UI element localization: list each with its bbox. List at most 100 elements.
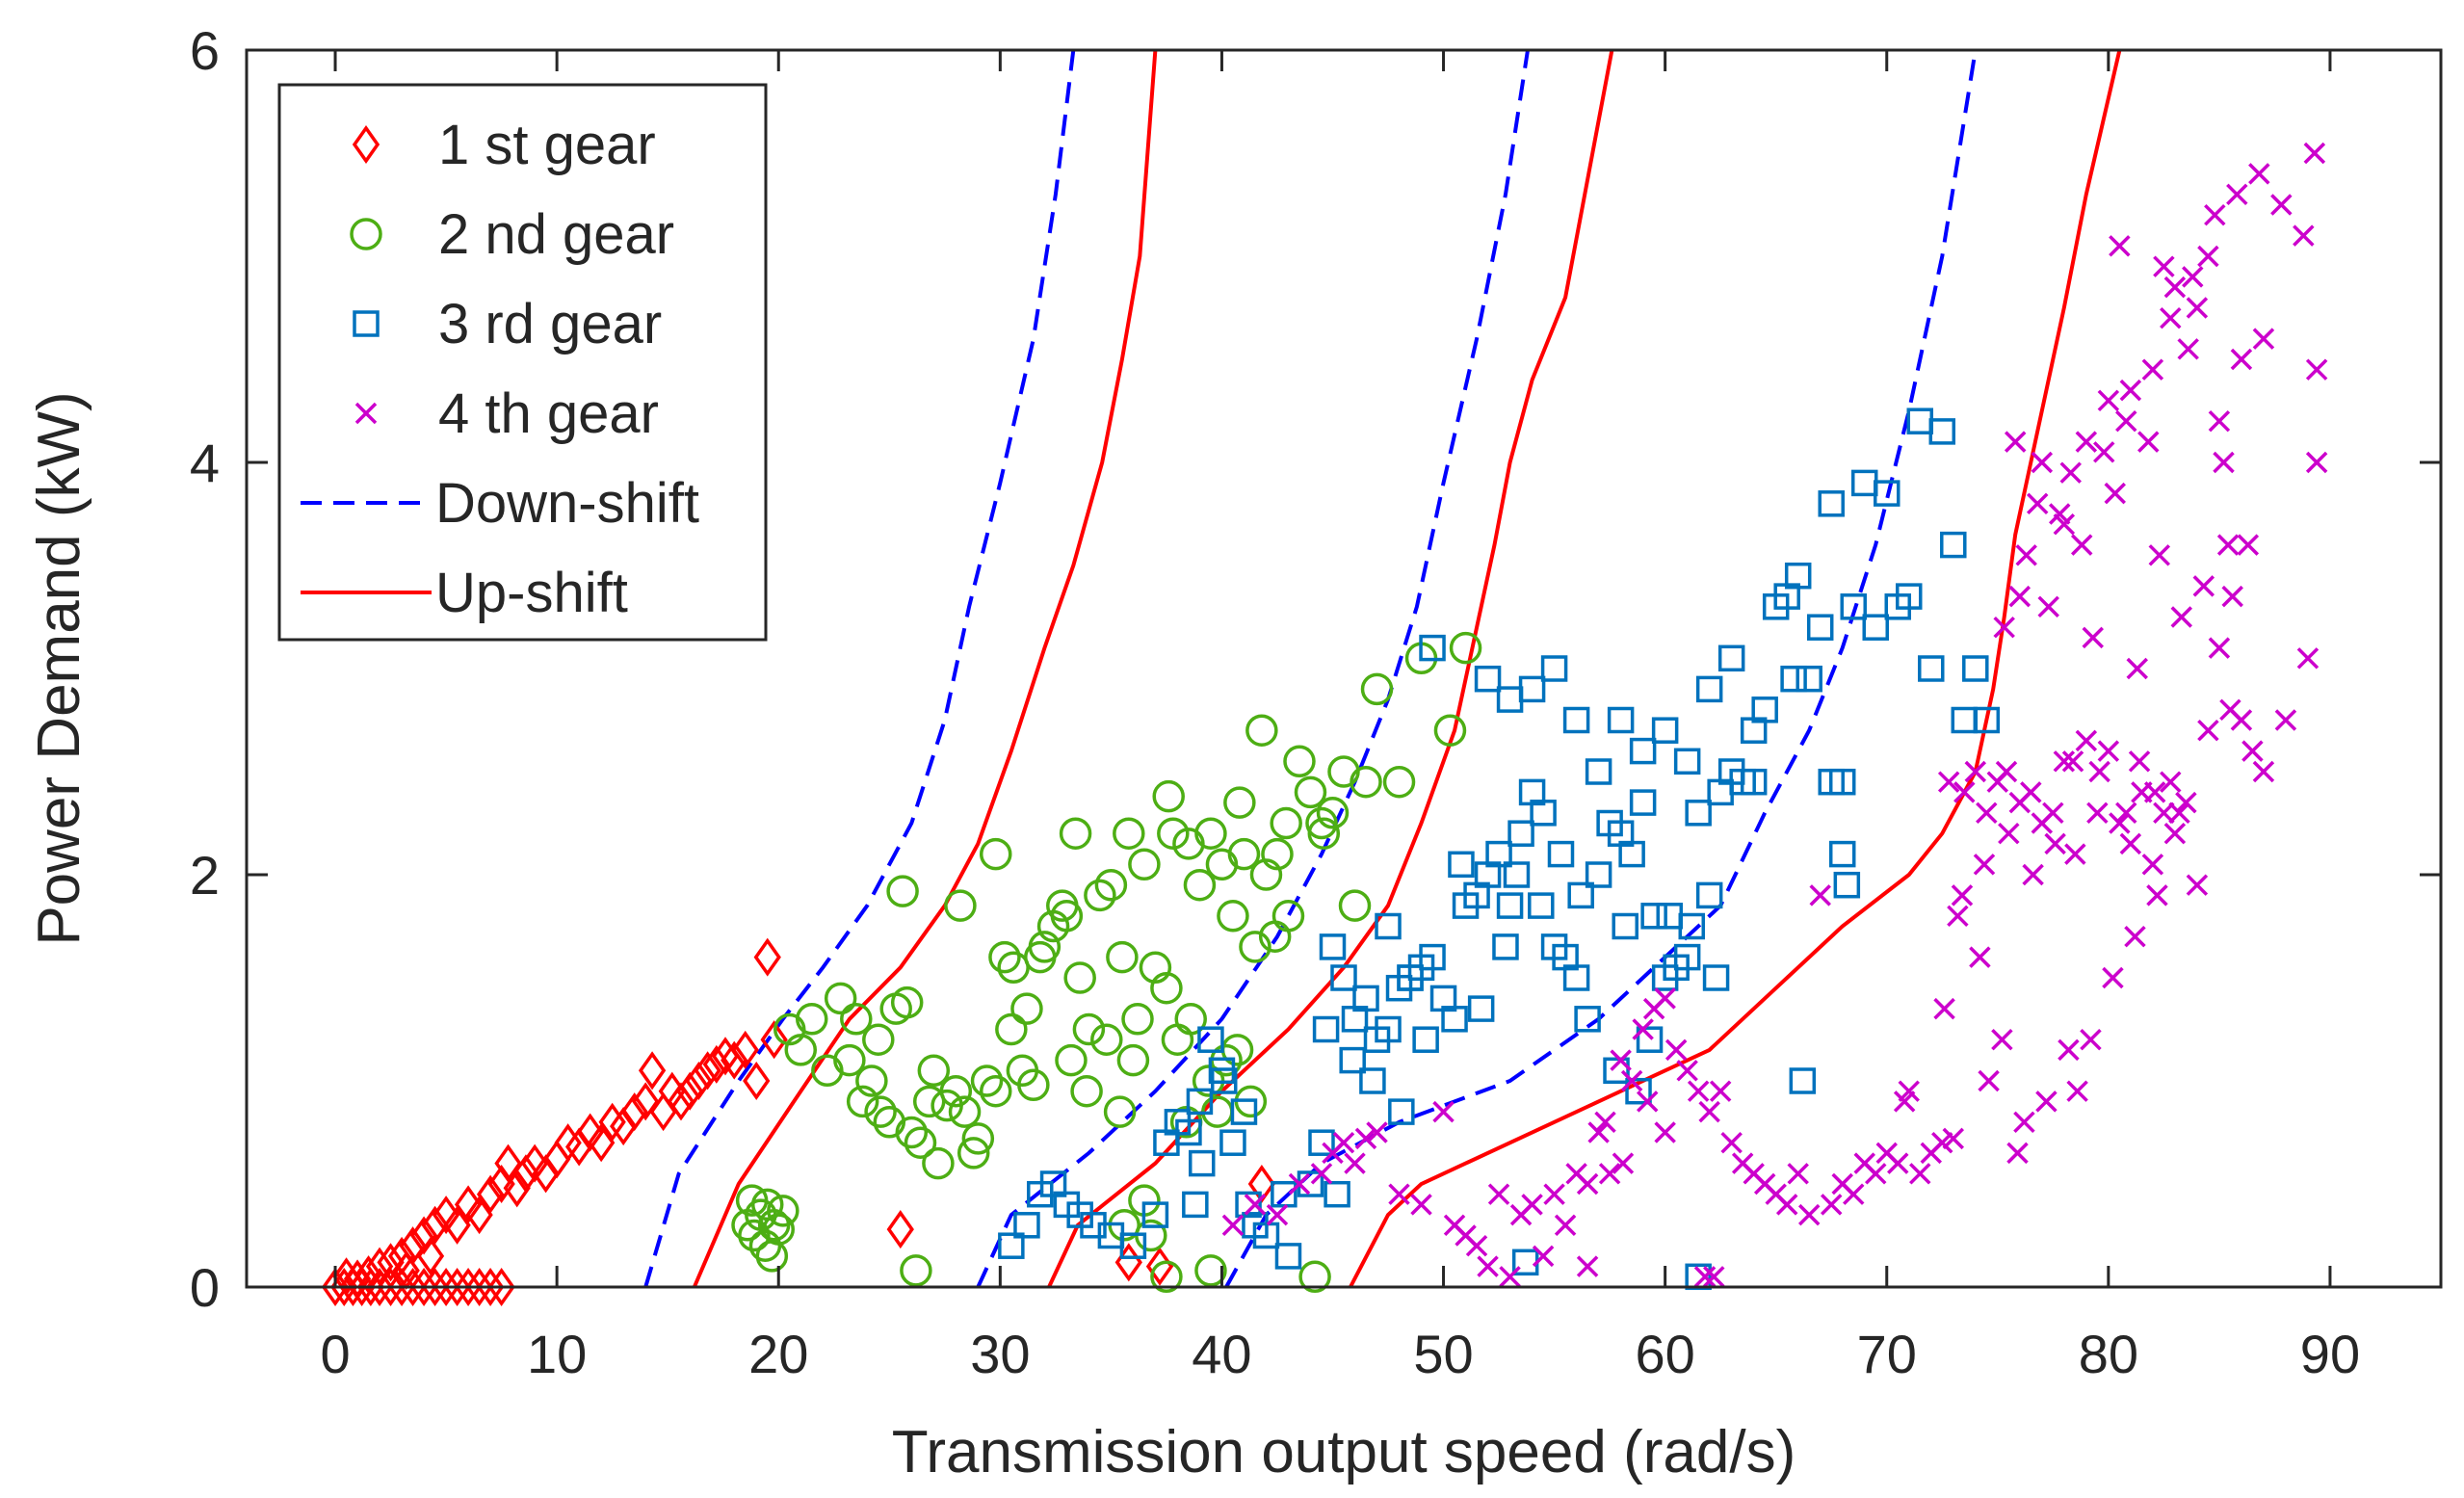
series-2 bbox=[731, 631, 1482, 1294]
data-point bbox=[1448, 851, 1475, 879]
data-point bbox=[1543, 1183, 1565, 1205]
data-point bbox=[1186, 1088, 1214, 1116]
data-point bbox=[638, 1051, 667, 1091]
data-point bbox=[1909, 1163, 1931, 1185]
data-point bbox=[2115, 802, 2137, 825]
data-point bbox=[588, 1123, 616, 1163]
data-point bbox=[2086, 802, 2109, 825]
data-point bbox=[998, 1232, 1025, 1259]
data-point bbox=[1235, 1191, 1262, 1219]
down-shift-line-1 bbox=[643, 49, 1076, 1288]
data-point bbox=[886, 875, 919, 907]
data-point bbox=[1598, 1163, 1621, 1185]
scatter-points bbox=[321, 142, 2328, 1307]
legend-label: 4 th gear bbox=[438, 382, 659, 445]
up-shift-line-3 bbox=[1349, 49, 2122, 1288]
data-point bbox=[494, 1143, 522, 1183]
data-point bbox=[1780, 665, 1807, 693]
data-point bbox=[833, 1043, 866, 1077]
data-point bbox=[2186, 874, 2209, 896]
x-tick-label: 10 bbox=[527, 1324, 587, 1384]
data-point bbox=[1942, 1127, 1965, 1150]
data-point bbox=[2124, 925, 2146, 948]
data-point bbox=[1270, 806, 1302, 840]
data-point bbox=[1693, 1266, 1717, 1288]
data-point bbox=[421, 1205, 449, 1245]
data-point bbox=[1433, 714, 1467, 747]
data-point bbox=[1217, 900, 1249, 933]
data-point bbox=[2008, 585, 2031, 608]
data-point bbox=[598, 1102, 626, 1142]
data-point bbox=[1951, 706, 1979, 734]
data-point bbox=[2104, 482, 2126, 505]
data-point bbox=[1175, 1118, 1202, 1146]
data-point bbox=[970, 1064, 1004, 1097]
data-point bbox=[2252, 760, 2275, 783]
data-point bbox=[2119, 832, 2142, 855]
data-point bbox=[961, 1122, 995, 1155]
data-point bbox=[1150, 971, 1183, 1005]
data-point bbox=[1640, 903, 1667, 930]
data-point bbox=[694, 1051, 721, 1091]
data-point bbox=[1194, 1254, 1227, 1287]
data-point bbox=[1720, 1131, 1743, 1154]
x-tick-label: 0 bbox=[320, 1324, 350, 1384]
data-point bbox=[1188, 1149, 1216, 1177]
data-point bbox=[2163, 276, 2187, 299]
data-point bbox=[1685, 800, 1712, 827]
data-point bbox=[1636, 1026, 1664, 1053]
data-point bbox=[2093, 441, 2115, 463]
data-point bbox=[1247, 1164, 1276, 1204]
data-point bbox=[1607, 706, 1635, 734]
data-point bbox=[2160, 771, 2182, 793]
data-point bbox=[1492, 933, 1519, 960]
legend-label: Down-shift bbox=[435, 472, 699, 535]
data-point bbox=[1183, 868, 1217, 902]
data-point bbox=[2143, 781, 2166, 803]
data-point bbox=[2274, 709, 2297, 731]
data-point bbox=[1332, 1131, 1355, 1154]
data-point bbox=[1751, 696, 1778, 723]
data-point bbox=[2004, 431, 2027, 453]
data-point bbox=[2197, 245, 2219, 268]
data-point bbox=[1842, 1183, 1865, 1205]
data-point bbox=[2080, 1028, 2102, 1051]
data-point bbox=[738, 1219, 771, 1252]
data-point bbox=[2109, 235, 2131, 257]
data-point bbox=[1375, 912, 1402, 940]
data-point bbox=[1496, 892, 1524, 919]
data-point bbox=[1873, 480, 1900, 507]
data-point bbox=[2075, 729, 2098, 752]
data-point bbox=[1310, 1163, 1333, 1185]
data-point bbox=[1695, 675, 1723, 703]
data-point bbox=[1316, 797, 1350, 829]
data-point bbox=[1024, 940, 1057, 974]
data-point bbox=[1585, 861, 1612, 888]
data-point bbox=[1629, 789, 1657, 816]
data-point bbox=[2182, 266, 2204, 288]
data-point bbox=[1017, 1068, 1050, 1102]
data-point bbox=[755, 1240, 789, 1273]
data-point bbox=[2230, 709, 2253, 731]
data-point bbox=[1554, 1214, 1577, 1237]
data-point bbox=[1665, 1038, 1688, 1062]
x-tick-label: 60 bbox=[1635, 1324, 1694, 1384]
data-point bbox=[979, 837, 1012, 871]
data-point bbox=[2031, 451, 2054, 474]
data-point bbox=[343, 1259, 372, 1299]
data-point bbox=[988, 940, 1021, 974]
x-tick-label: 40 bbox=[1192, 1324, 1251, 1384]
data-point bbox=[2082, 626, 2104, 649]
data-point bbox=[1119, 1232, 1147, 1259]
data-point bbox=[399, 1226, 427, 1266]
data-point bbox=[2020, 781, 2042, 803]
data-point bbox=[1521, 1194, 1543, 1216]
data-point bbox=[948, 1095, 982, 1128]
data-point bbox=[1261, 837, 1294, 871]
data-point bbox=[904, 1126, 937, 1159]
data-point bbox=[1828, 840, 1856, 868]
data-point bbox=[1620, 1069, 1643, 1092]
data-point bbox=[1717, 644, 1745, 672]
data-point bbox=[1432, 1100, 1455, 1123]
